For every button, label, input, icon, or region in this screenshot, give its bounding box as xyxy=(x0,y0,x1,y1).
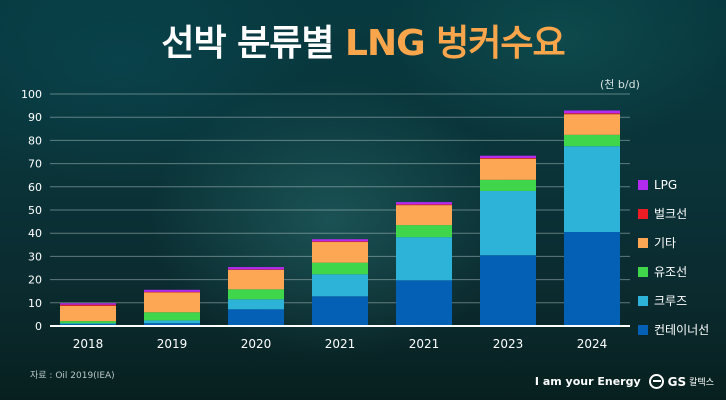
bar-segment-3 xyxy=(396,205,452,226)
logo-gs: GS xyxy=(667,374,687,389)
bar-segment-4 xyxy=(312,241,368,243)
x-tick-label: 2021 xyxy=(409,337,440,351)
y-tick-label: 0 xyxy=(35,320,42,333)
bar-segment-4 xyxy=(564,113,620,115)
bar-segment-0 xyxy=(228,309,284,326)
legend-item: 유조선 xyxy=(638,257,709,286)
y-tick-label: 50 xyxy=(28,204,42,217)
legend-item: 기타 xyxy=(638,228,709,257)
legend-item: LPG xyxy=(638,170,709,199)
gs-logo-icon xyxy=(648,374,664,389)
title-white: 선박 분류별 xyxy=(161,23,334,64)
bar-segment-1 xyxy=(312,274,368,297)
bar-segment-1 xyxy=(396,237,452,281)
title-highlight: LNG 벙커수요 xyxy=(345,23,566,64)
bar-segment-2 xyxy=(228,289,284,300)
legend-swatch xyxy=(638,295,648,306)
bar-segment-5 xyxy=(144,289,200,292)
y-tick-label: 70 xyxy=(28,158,42,171)
bar-segment-1 xyxy=(228,299,284,310)
bar-segment-2 xyxy=(312,262,368,275)
legend-item: 벌크선 xyxy=(638,199,709,228)
bar-segment-2 xyxy=(396,225,452,238)
x-tick-label: 2020 xyxy=(241,337,272,351)
bar-segment-5 xyxy=(564,110,620,114)
chart-title: 선박 분류별 LNG 벙커수요 xyxy=(0,14,726,66)
legend-label: 유조선 xyxy=(654,265,688,279)
bar-segment-3 xyxy=(60,305,116,322)
legend-swatch xyxy=(638,324,648,335)
y-tick-label: 60 xyxy=(28,181,42,194)
bar-segment-5 xyxy=(396,202,452,205)
legend-label: 기타 xyxy=(654,236,677,250)
brand: I am your Energy GS 칼텍스 xyxy=(535,374,714,389)
unit-label: (천 b/d) xyxy=(600,78,640,91)
bar-segment-3 xyxy=(228,269,284,290)
bar-segment-3 xyxy=(564,114,620,135)
legend-label: 크루즈 xyxy=(654,294,688,308)
legend-swatch xyxy=(638,237,648,248)
bar-segment-3 xyxy=(312,242,368,263)
legend-swatch xyxy=(638,179,648,190)
legend-label: 벌크선 xyxy=(654,207,688,221)
logo-ko: 칼텍스 xyxy=(689,378,714,388)
bar-segment-2 xyxy=(144,312,200,321)
legend-item: 크루즈 xyxy=(638,286,709,315)
y-tick-label: 40 xyxy=(28,227,42,240)
bar-segment-3 xyxy=(144,292,200,313)
bar-segment-4 xyxy=(480,158,536,159)
x-tick-label: 2019 xyxy=(157,337,188,351)
bar-segment-0 xyxy=(144,323,200,326)
bar-segment-0 xyxy=(564,232,620,326)
bar-segment-5 xyxy=(60,303,116,305)
y-tick-label: 20 xyxy=(28,274,42,287)
legend-item: 컨테이너선 xyxy=(638,315,709,344)
bar-segment-4 xyxy=(396,204,452,206)
legend-label: LPG xyxy=(654,177,678,192)
brand-slogan: I am your Energy xyxy=(534,375,641,388)
bar-segment-1 xyxy=(480,190,536,256)
bar-segment-2 xyxy=(60,321,116,324)
x-tick-label: 2018 xyxy=(73,337,104,351)
source-note: 자료 : Oil 2019(IEA) xyxy=(30,371,115,381)
legend-swatch xyxy=(638,266,648,277)
bar-segment-5 xyxy=(228,267,284,270)
bar-segment-1 xyxy=(60,323,116,325)
y-tick-label: 10 xyxy=(28,297,42,310)
bar-segment-0 xyxy=(480,255,536,326)
bar-segment-0 xyxy=(312,296,368,326)
bar-segment-3 xyxy=(480,158,536,180)
bar-segment-5 xyxy=(312,239,368,242)
x-tick-label: 2023 xyxy=(493,337,524,351)
bar-segment-1 xyxy=(144,320,200,324)
bar-segment-4 xyxy=(60,304,116,306)
y-tick-label: 90 xyxy=(28,111,42,124)
y-tick-label: 30 xyxy=(28,250,42,263)
x-tick-label: 2021 xyxy=(325,337,356,351)
y-tick-label: 100 xyxy=(21,88,42,101)
x-tick-label: 2024 xyxy=(577,337,608,351)
bar-segment-2 xyxy=(480,179,536,191)
bar-segment-0 xyxy=(396,280,452,326)
bar-segment-5 xyxy=(480,155,536,159)
bar-segment-1 xyxy=(564,146,620,233)
legend-swatch xyxy=(638,208,648,219)
bar-segment-2 xyxy=(564,134,620,147)
y-tick-label: 80 xyxy=(28,134,42,147)
legend-label: 컨테이너선 xyxy=(654,323,710,337)
